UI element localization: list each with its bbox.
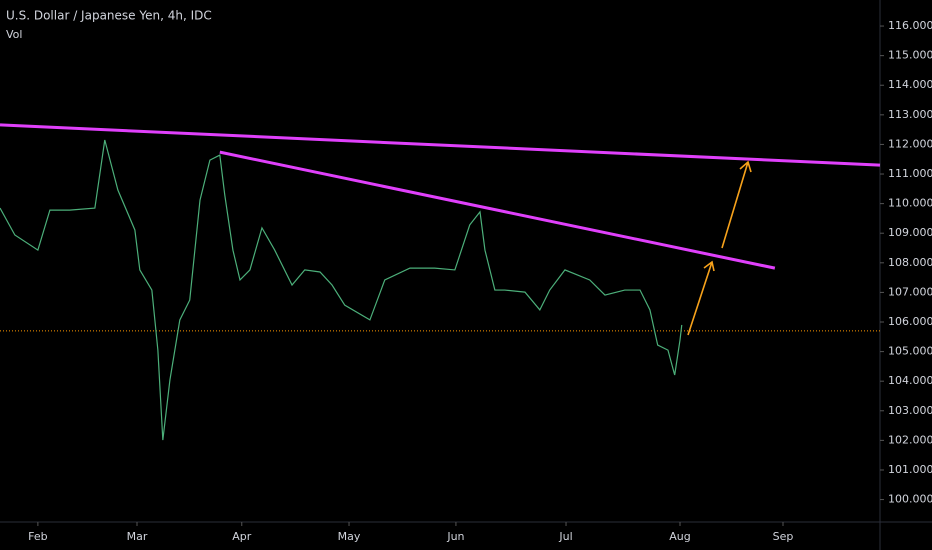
y-tick-label: 107.000 [888,285,932,298]
y-tick-label: 103.000 [888,404,932,417]
trendline [219,150,776,270]
y-tick-label: 101.000 [888,463,932,476]
y-tick-label: 113.000 [888,108,932,121]
x-tick-label: Feb [28,530,47,543]
y-tick-label: 104.000 [888,374,932,387]
y-tick-label: 116.000 [888,19,932,32]
volume-label: Vol [6,28,22,41]
x-tick-label: Sep [773,530,794,543]
price-line [0,139,683,441]
x-tick-label: Mar [127,530,148,543]
y-tick-label: 114.000 [888,78,932,91]
chart-title: U.S. Dollar / Japanese Yen, 4h, IDC [6,9,212,23]
y-tick-label: 102.000 [888,433,932,446]
arrow [687,260,715,336]
trendline [0,123,881,167]
y-tick-label: 115.000 [888,49,932,62]
y-tick-label: 106.000 [888,315,932,328]
x-tick-label: Jun [446,530,464,543]
x-tick-label: Aug [669,530,690,543]
y-tick-label: 110.000 [888,197,932,210]
x-tick-label: Jul [558,530,572,543]
x-tick-label: May [338,530,361,543]
arrow [721,160,752,249]
y-tick-label: 100.000 [888,493,932,506]
y-tick-label: 111.000 [888,167,932,180]
y-tick-label: 105.000 [888,345,932,358]
y-tick-label: 109.000 [888,226,932,239]
arrows [687,160,752,336]
y-tick-label: 108.000 [888,256,932,269]
y-tick-label: 112.000 [888,137,932,150]
x-tick-label: Apr [232,530,252,543]
